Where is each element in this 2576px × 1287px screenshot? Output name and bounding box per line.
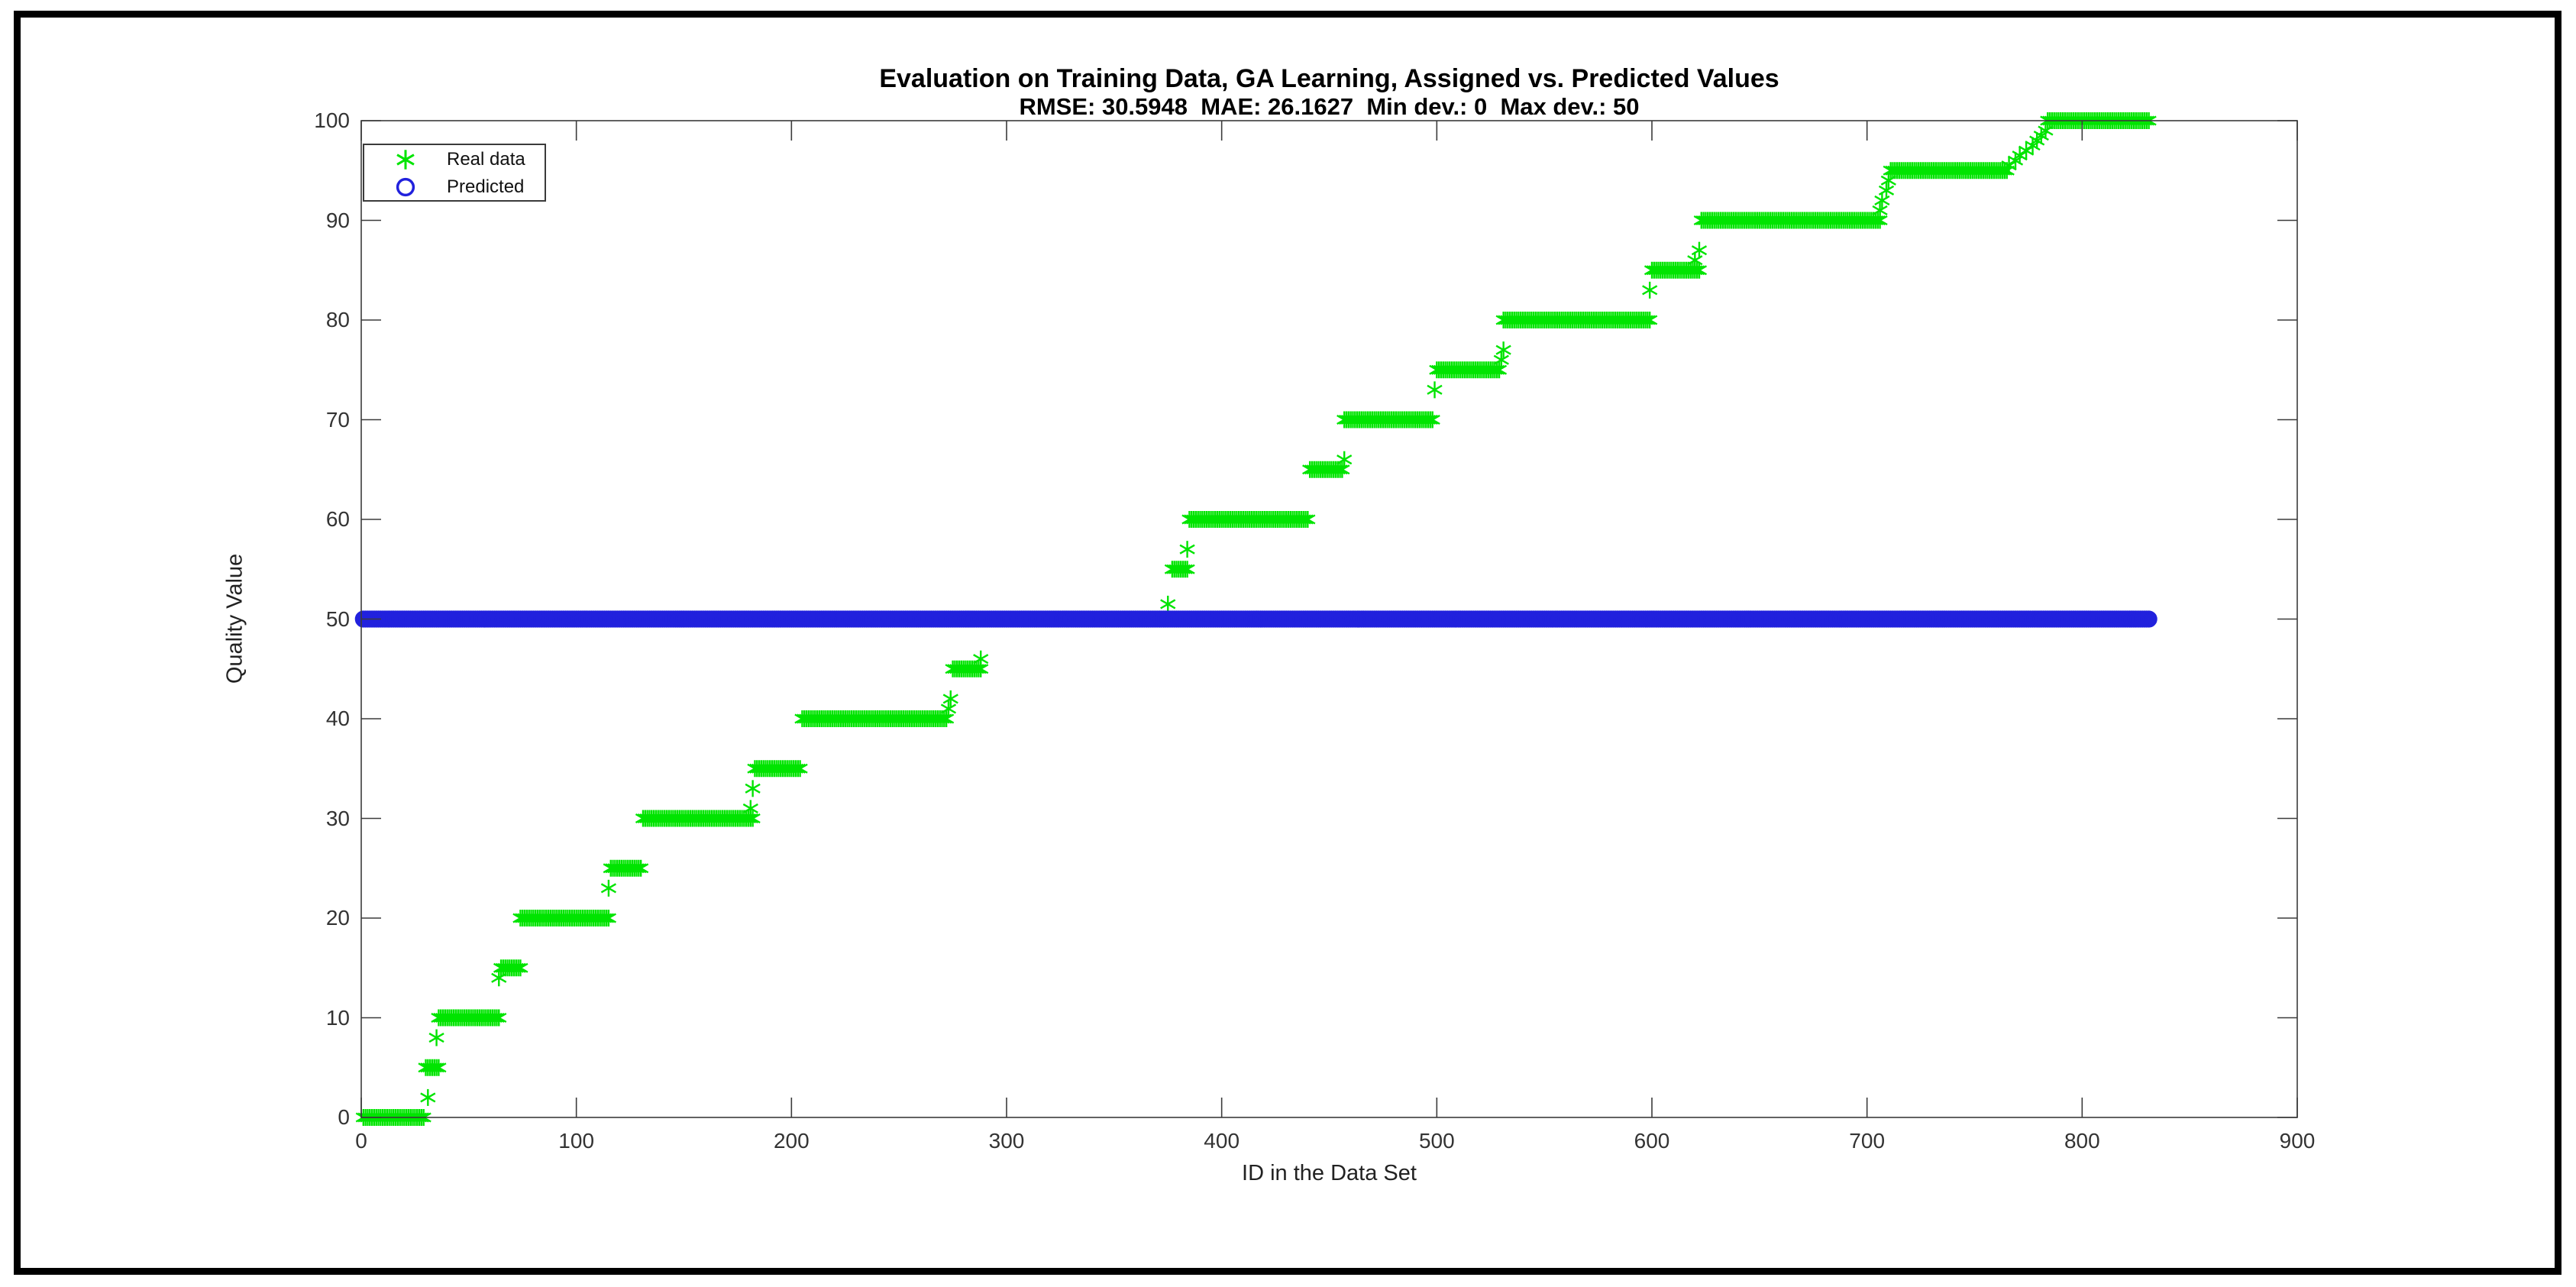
y-tick-label: 90 [325, 208, 350, 232]
y-tick-label: 70 [325, 407, 350, 432]
legend-entry-predicted: Predicted [364, 173, 545, 201]
circle-marker-icon [364, 176, 447, 199]
asterisk-marker-icon [364, 148, 447, 171]
y-tick-label: 100 [314, 108, 350, 132]
y-tick-label: 20 [325, 906, 350, 930]
y-tick-label: 10 [325, 1005, 350, 1030]
y-tick-label: 30 [325, 806, 350, 830]
figure-border [14, 11, 2561, 1275]
series-predicted [354, 610, 2157, 628]
legend-label-predicted: Predicted [447, 176, 525, 197]
y-tick-label: 60 [325, 507, 350, 531]
chart-subtitle-stats: RMSE: 30.5948 MAE: 26.1627 Min dev.: 0 M… [1019, 93, 1640, 120]
legend-entry-real-data: Real data [364, 146, 545, 173]
y-tick-label: 0 [338, 1105, 350, 1129]
x-tick-label: 0 [355, 1129, 367, 1153]
y-tick-label: 50 [325, 606, 350, 631]
x-tick-label: 300 [988, 1129, 1025, 1153]
x-tick-label: 400 [1204, 1129, 1240, 1153]
x-tick-label: 500 [1418, 1129, 1455, 1153]
x-tick-label: 700 [1849, 1129, 1886, 1153]
x-tick-label: 800 [2064, 1129, 2100, 1153]
x-axis-label: ID in the Data Set [1242, 1161, 1417, 1185]
x-tick-label: 100 [558, 1129, 595, 1153]
x-tick-label: 200 [773, 1129, 810, 1153]
legend-label-real-data: Real data [447, 149, 525, 170]
y-tick-label: 40 [325, 707, 350, 730]
y-axis-label: Quality Value [222, 553, 247, 684]
x-tick-label: 600 [1634, 1129, 1670, 1153]
y-tick-label: 80 [325, 308, 350, 331]
legend-box: Real data Predicted [363, 144, 546, 202]
x-tick-label: 900 [2279, 1129, 2316, 1153]
chart-title: Evaluation on Training Data, GA Learning… [879, 64, 1779, 93]
